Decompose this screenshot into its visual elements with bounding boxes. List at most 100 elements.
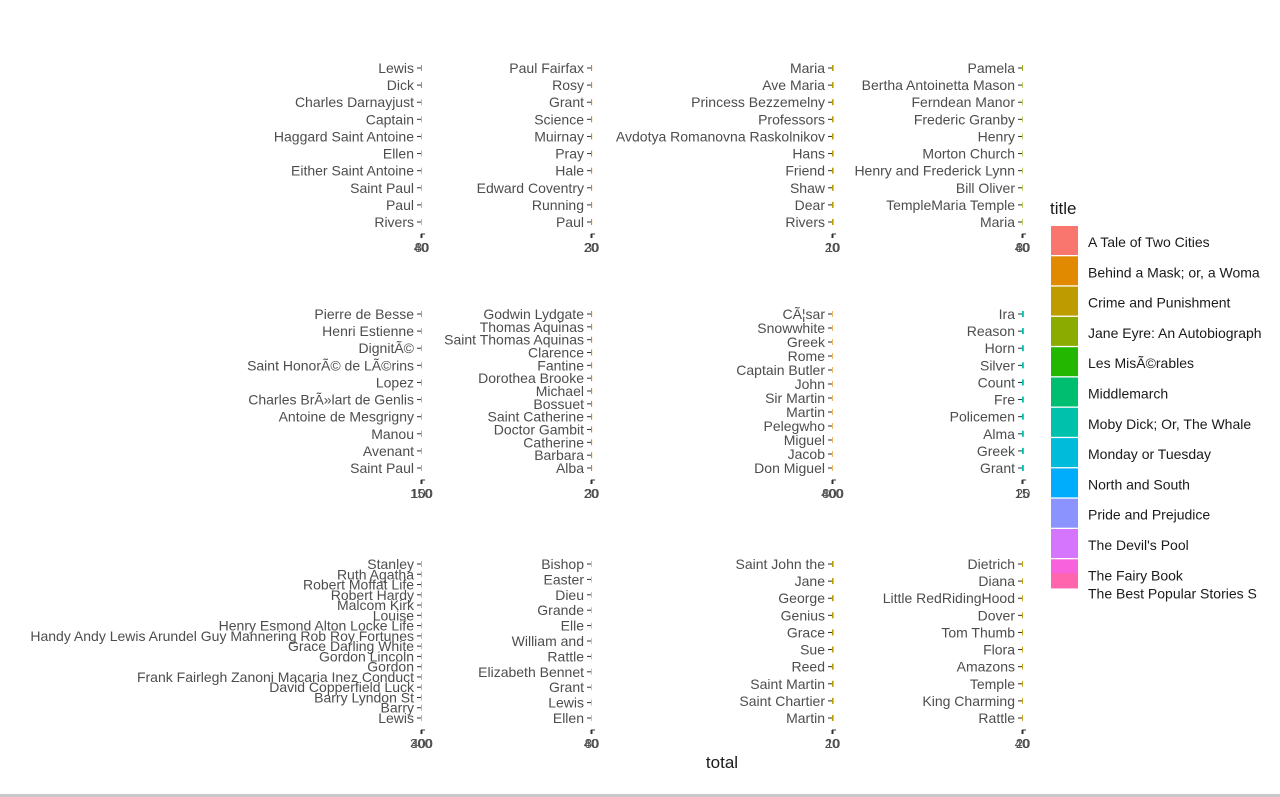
legend-label: Crime and Punishment	[1088, 295, 1231, 311]
category-label: Rivers	[374, 214, 414, 230]
category-label: Temple	[970, 676, 1015, 692]
category-label: Lewis	[378, 60, 414, 76]
x-tick-label: 400	[821, 486, 843, 501]
x-tick-label: 20	[825, 736, 839, 751]
bar	[832, 339, 833, 345]
bar	[591, 561, 592, 567]
bar	[591, 684, 592, 691]
category-label: Saint Chartier	[739, 693, 825, 709]
x-tick-label: 80	[415, 240, 429, 255]
bar	[832, 325, 833, 331]
category-label: Dorothea Brooke	[478, 370, 584, 386]
legend-key	[1051, 226, 1078, 255]
x-tick-label: 20	[1016, 486, 1030, 501]
bar	[421, 167, 422, 174]
category-label: Godwin Lydgate	[483, 306, 584, 322]
bar	[832, 451, 833, 457]
category-label: Saint HonorÃ© de LÃ©rins	[247, 357, 414, 373]
category-label: Henry Esmond Alton Locke Life	[219, 618, 415, 634]
category-label: Bertha Antoinetta Mason	[862, 77, 1015, 93]
category-label: Barry Lyndon St	[314, 689, 414, 705]
bar	[421, 184, 422, 191]
bar	[421, 362, 422, 369]
category-label: Maria	[980, 214, 1015, 230]
bar	[1022, 328, 1024, 335]
category-label: Maria	[790, 60, 825, 76]
category-label: Shaw	[790, 180, 826, 196]
category-label: Michael	[536, 383, 584, 399]
bar	[832, 133, 834, 140]
bar	[591, 82, 593, 89]
x-tick-label: 30	[585, 240, 599, 255]
bar	[1022, 133, 1023, 140]
category-label: Greek	[977, 443, 1016, 459]
bar	[421, 413, 422, 420]
bar	[1022, 167, 1023, 174]
x-tick-label: 100	[411, 486, 433, 501]
bar	[1022, 646, 1023, 653]
category-label: Bill Oliver	[956, 180, 1015, 196]
category-label: Miguel	[784, 432, 825, 448]
bar	[421, 591, 422, 598]
category-label: Amazons	[957, 659, 1015, 675]
legend-key	[1051, 256, 1078, 286]
category-label: Horn	[985, 340, 1015, 356]
bar	[421, 430, 422, 437]
x-tick-label: 20	[1016, 736, 1030, 751]
bar	[421, 561, 422, 567]
x-tick-label: 300	[410, 736, 432, 751]
category-label: Morton Church	[922, 146, 1015, 162]
bar	[591, 65, 593, 71]
category-label: Ira	[999, 306, 1016, 322]
category-label: David Copperfield Luck	[269, 679, 415, 695]
x-tick-label: 15	[1015, 486, 1029, 501]
bar	[832, 201, 834, 208]
bar	[421, 632, 422, 639]
category-label: Captain Butler	[736, 362, 825, 378]
bar	[421, 396, 422, 403]
category-label: Policemen	[950, 409, 1015, 425]
bar	[1022, 447, 1024, 454]
category-label: Princess Bezzemelny	[691, 94, 825, 110]
category-label: Avdotya Romanovna Raskolnikov	[616, 128, 825, 144]
category-label: Louise	[373, 607, 414, 623]
category-label: Genius	[781, 607, 825, 623]
x-tick-label: 30	[585, 486, 599, 501]
category-label: Flora	[983, 642, 1015, 658]
category-label: Running	[532, 197, 584, 213]
bar	[832, 697, 834, 704]
category-label: Doctor Gambit	[494, 422, 584, 438]
legend-key	[1051, 316, 1078, 346]
category-label: Tom Thumb	[941, 624, 1015, 640]
bar	[832, 395, 833, 401]
legend-label: The Devil's Pool	[1088, 537, 1189, 553]
bar	[591, 622, 592, 629]
x-tick-label: 40	[1015, 240, 1029, 255]
x-tick-label: 80	[1016, 240, 1030, 255]
category-label: King Charming	[922, 693, 1015, 709]
legend-label: Jane Eyre: An Autobiograph	[1088, 325, 1262, 341]
legend-label: Les MisÃ©rables	[1088, 355, 1194, 371]
bar	[832, 116, 834, 123]
category-label: Gordon Lincoln	[319, 648, 414, 664]
bar	[421, 571, 422, 578]
bar	[421, 715, 422, 721]
legend: title A Tale of Two Cities Behind a Mask;…	[1050, 199, 1262, 601]
bar	[421, 133, 422, 140]
x-tick-label: 10	[826, 736, 840, 751]
category-label: George	[778, 590, 825, 606]
category-label: Rome	[788, 348, 826, 364]
legend-key	[1051, 529, 1078, 558]
bar	[1022, 82, 1023, 89]
category-label: Paul Fairfax	[509, 60, 584, 76]
x-tick-label: 40	[584, 736, 598, 751]
category-label: Reed	[792, 659, 825, 675]
category-label: John	[795, 376, 825, 392]
x-tick-label: 150	[410, 486, 432, 501]
bar	[591, 311, 593, 317]
category-label: Ellen	[553, 710, 584, 726]
bar	[832, 595, 834, 602]
bar	[421, 694, 422, 701]
